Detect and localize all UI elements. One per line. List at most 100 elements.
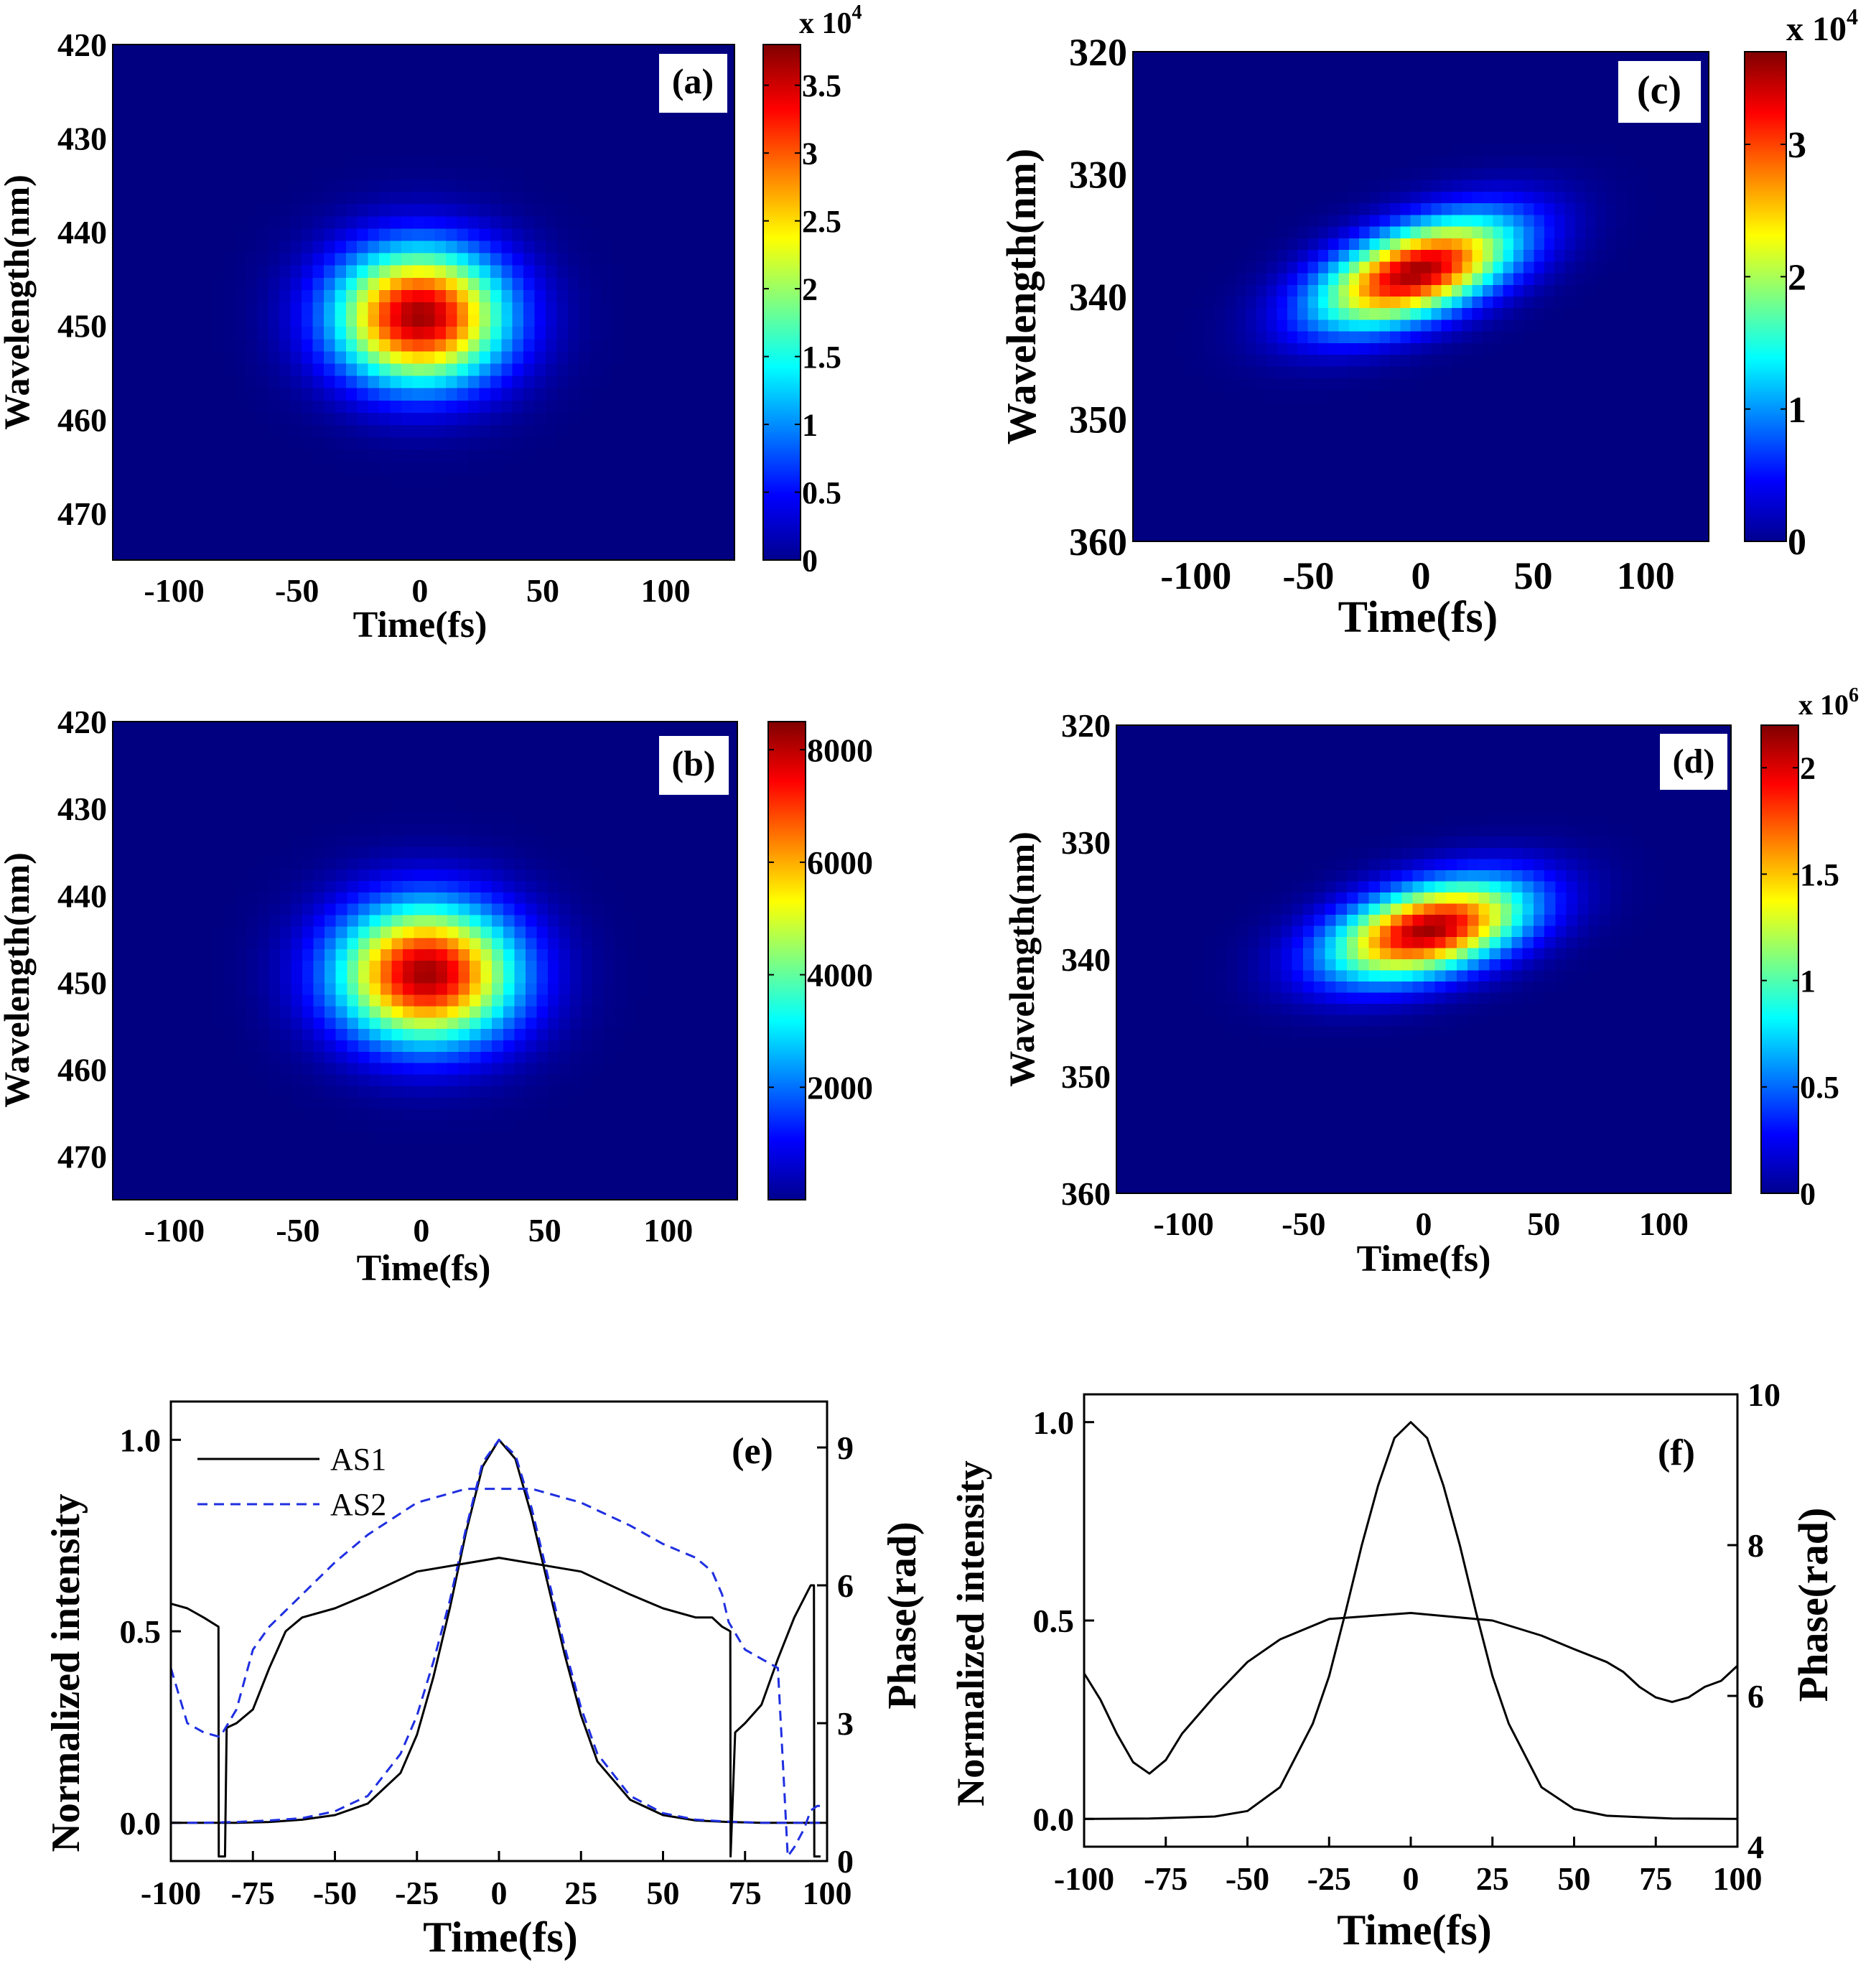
y-tick-label: 420 <box>57 704 107 740</box>
x-tick-label: -50 <box>1282 554 1334 597</box>
y-tick-label: 0.0 <box>1033 1801 1075 1837</box>
x-tick-label: -100 <box>1153 1206 1213 1242</box>
x-tick-label: 100 <box>803 1875 852 1911</box>
x-tick-label: -50 <box>313 1875 357 1911</box>
y-axis-title-b: Wavelength(nm) <box>0 852 37 1108</box>
x-tick-label: -50 <box>1282 1206 1325 1242</box>
y-axis-title-f: Normalized intensity <box>949 1460 992 1806</box>
y-tick-label: 0.5 <box>120 1613 162 1650</box>
y-tick-label: 340 <box>1061 941 1111 978</box>
colorbar-tick-label: 1.5 <box>802 340 841 375</box>
y2-tick-label: 6 <box>837 1567 854 1604</box>
x-tick-label: -100 <box>144 1212 205 1249</box>
y-tick-label: 330 <box>1069 153 1127 196</box>
heatmap-b-image <box>113 722 737 1200</box>
colorbar-d-frame <box>1760 724 1799 1194</box>
y-tick-label: 470 <box>57 495 107 532</box>
x-tick-label: 75 <box>1639 1860 1672 1897</box>
y-tick-label: 1.0 <box>1033 1404 1075 1441</box>
x-tick-label: 100 <box>1617 554 1675 597</box>
y-ticks-d: 320 330 340 350 360 <box>1061 707 1111 1212</box>
colorbar-tick-label: 4000 <box>807 957 873 994</box>
y2-tick-label: 8 <box>1747 1527 1764 1564</box>
y-tick-label: 0.5 <box>1033 1603 1075 1639</box>
colorbar-a-multiplier: x 104 <box>799 1 862 40</box>
x-ticks-c: -100 -50 0 50 100 <box>1160 554 1675 597</box>
colorbar-ticks-b: 2000 4000 6000 8000 <box>768 732 873 1106</box>
x-axis-title-e: Time(fs) <box>423 1913 578 1961</box>
y-tick-label: 340 <box>1069 276 1127 319</box>
panel-c-label: (c) <box>1637 68 1681 113</box>
panel-f: -100 -75 -50 -25 0 25 50 75 100 0.00.51.0 46810 … <box>949 1376 1837 1954</box>
x-tick-label: 25 <box>564 1875 597 1911</box>
colorbar-d <box>1761 725 1798 1193</box>
y-tick-label: 430 <box>57 121 107 157</box>
x-tick-label: -100 <box>141 1875 201 1911</box>
y-ticks-c: 320 330 340 350 360 <box>1069 31 1127 564</box>
plot-f-frame <box>1083 1393 1739 1848</box>
heatmap-d-image <box>1116 725 1731 1193</box>
y2-ticks-e: 0 3 6 9 <box>817 1430 854 1880</box>
colorbar-tick-label: 8000 <box>807 732 873 768</box>
y-tick-label: 350 <box>1061 1058 1111 1095</box>
plot-f-lines <box>1083 1421 1739 1820</box>
colorbar-tick-label: 0 <box>1788 522 1806 563</box>
colorbar-d-multiplier: x 106 <box>1798 684 1859 721</box>
y-tick-label: 330 <box>1061 824 1111 861</box>
y-axis-title-c: Wavelength(nm) <box>998 149 1045 444</box>
x-tick-label: 50 <box>526 572 559 609</box>
heatmap-c-image <box>1133 52 1709 541</box>
colorbar-c-multiplier-exponent: 4 <box>1847 4 1858 29</box>
colorbar-d-multiplier-exponent: 6 <box>1849 684 1859 707</box>
x-tick-label: 0 <box>411 572 428 609</box>
colorbar-tick-label: 6000 <box>807 844 873 881</box>
y-tick-label: 460 <box>57 401 107 438</box>
x-axis-title-f: Time(fs) <box>1337 1906 1492 1954</box>
colorbar-tick-label: 2000 <box>807 1069 873 1106</box>
legend-e-as2-label: AS2 <box>330 1487 386 1522</box>
colorbar-tick-label: 3 <box>1788 125 1806 166</box>
colorbar-tick-label: 0 <box>802 543 818 578</box>
y-tick-label: 320 <box>1061 707 1111 744</box>
colorbar-tick-label: 0.5 <box>802 475 841 510</box>
colorbar-tick-label: 2 <box>1800 751 1816 786</box>
legend-e: AS1 AS2 <box>197 1442 386 1522</box>
panel-f-label: (f) <box>1658 1432 1695 1473</box>
y-tick-label: 1.0 <box>120 1422 162 1458</box>
x-tick-label: -100 <box>1054 1860 1114 1897</box>
y-tick-label: 360 <box>1061 1175 1111 1212</box>
x-tick-label: 50 <box>528 1212 561 1249</box>
heatmap-d-frame <box>1116 724 1732 1194</box>
x-axis-title-d: Time(fs) <box>1357 1239 1491 1279</box>
x-tick-label: 0 <box>1416 1206 1432 1242</box>
colorbar-tick-label: 1 <box>1788 390 1806 431</box>
y-tick-label: 420 <box>57 27 107 63</box>
colorbar-c-multiplier: x 104 <box>1786 4 1858 48</box>
y-ticks-b: 420 430 440 450 460 470 <box>57 704 107 1175</box>
colorbar-tick-label: 1.5 <box>1800 857 1839 892</box>
colorbar-a-frame <box>762 44 801 561</box>
panel-a-label-box <box>659 54 727 113</box>
y-axis-title-d: Wavelength(nm) <box>1002 831 1042 1087</box>
colorbar-b <box>768 722 806 1200</box>
y-tick-label: 430 <box>57 791 107 827</box>
colorbar-tick-label: 0.5 <box>1800 1070 1839 1105</box>
series-line-phase-2 <box>170 1557 821 1858</box>
x-tick-label: 50 <box>647 1875 680 1911</box>
y2-tick-label: 9 <box>837 1430 854 1466</box>
panel-e-label: (e) <box>732 1431 773 1472</box>
x-tick-label: -100 <box>144 572 204 609</box>
x-tick-label: 50 <box>1527 1206 1560 1242</box>
y-tick-label: 450 <box>57 964 107 1001</box>
plot-e-lines <box>169 1438 827 1858</box>
x-axis-title-a: Time(fs) <box>353 605 487 645</box>
y2-ticks-f: 4 6 8 10 <box>1727 1376 1781 1865</box>
y2-tick-label: 3 <box>837 1705 854 1742</box>
y2-tick-label: 4 <box>1747 1829 1764 1865</box>
colorbar-a-multiplier-exponent: 4 <box>852 1 862 24</box>
colorbar-tick-label: 3.5 <box>802 68 841 103</box>
y-tick-label: 460 <box>57 1051 107 1088</box>
x-ticks-d: -100 -50 0 50 100 <box>1153 1206 1688 1242</box>
colorbar-c-multiplier-base: x 10 <box>1786 10 1847 48</box>
